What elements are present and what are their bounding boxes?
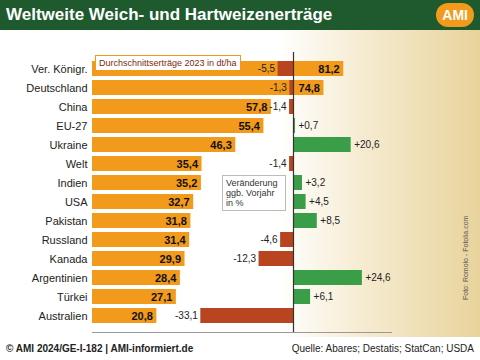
svg-text:Australien: Australien (39, 310, 88, 322)
svg-text:+0,7: +0,7 (298, 120, 318, 131)
svg-text:Türkei: Türkei (57, 291, 88, 303)
svg-text:Indien: Indien (58, 177, 88, 189)
html-text:Foto: Romolo - Fotolia.com: Foto: Romolo - Fotolia.com (462, 215, 469, 300)
svg-text:Kanada: Kanada (50, 253, 89, 265)
svg-text:31,4: 31,4 (164, 234, 186, 246)
svg-text:+24,6: +24,6 (365, 272, 391, 283)
svg-text:81,2: 81,2 (318, 63, 339, 75)
svg-text:Deutschland: Deutschland (26, 82, 87, 94)
svg-text:+3,2: +3,2 (305, 177, 325, 188)
svg-text:Ver. Königr.: Ver. Königr. (31, 63, 87, 75)
svg-text:46,3: 46,3 (210, 139, 231, 151)
html-text:Durchschnittserträge 2023 in d: Durchschnittserträge 2023 in dt/ha (99, 58, 237, 68)
svg-text:Ukraine: Ukraine (50, 139, 88, 151)
svg-text:+6,1: +6,1 (314, 291, 334, 302)
svg-text:USA: USA (65, 196, 88, 208)
html-text:Weltweite Weich- und Hartweize: Weltweite Weich- und Hartweizenerträge (6, 5, 333, 24)
svg-text:-5,5: -5,5 (258, 63, 276, 74)
svg-text:35,2: 35,2 (176, 177, 197, 189)
svg-text:-1,4: -1,4 (269, 158, 287, 169)
svg-text:Pakistan: Pakistan (45, 215, 87, 227)
svg-text:+20,6: +20,6 (354, 139, 380, 150)
svg-text:55,4: 55,4 (238, 120, 260, 132)
svg-text:-1,4: -1,4 (269, 101, 287, 112)
svg-text:Welt: Welt (66, 158, 88, 170)
html-text:AMI: AMI (442, 7, 468, 23)
html-text:© AMI 2024/GE-I-182 | AMI-info: © AMI 2024/GE-I-182 | AMI-informiert.de (6, 343, 194, 354)
svg-text:57,8: 57,8 (246, 101, 267, 113)
svg-text:-33,1: -33,1 (175, 310, 198, 321)
svg-text:+8,5: +8,5 (320, 215, 340, 226)
html-text:Veränderung ggb. Vorjahr in %: Veränderung ggb. Vorjahr in % (226, 178, 278, 208)
svg-text:74,8: 74,8 (299, 82, 320, 94)
svg-text:29,9: 29,9 (160, 253, 181, 265)
svg-text:28,4: 28,4 (155, 272, 177, 284)
html-text:Quelle: Abares; Destatis; Stat: Quelle: Abares; Destatis; StatCan; USDA (291, 343, 474, 354)
svg-text:35,4: 35,4 (177, 158, 199, 170)
svg-text:-12,3: -12,3 (233, 253, 256, 264)
svg-text:32,7: 32,7 (168, 196, 189, 208)
svg-text:-1,3: -1,3 (270, 82, 288, 93)
svg-text:-4,6: -4,6 (260, 234, 278, 245)
svg-text:20,8: 20,8 (131, 310, 152, 322)
svg-text:31,8: 31,8 (165, 215, 186, 227)
svg-text:27,1: 27,1 (151, 291, 172, 303)
svg-text:Russland: Russland (42, 234, 88, 246)
svg-text:Argentinien: Argentinien (32, 272, 88, 284)
svg-text:EU-27: EU-27 (56, 120, 87, 132)
svg-text:China: China (59, 101, 89, 113)
svg-text:+4,5: +4,5 (309, 196, 329, 207)
